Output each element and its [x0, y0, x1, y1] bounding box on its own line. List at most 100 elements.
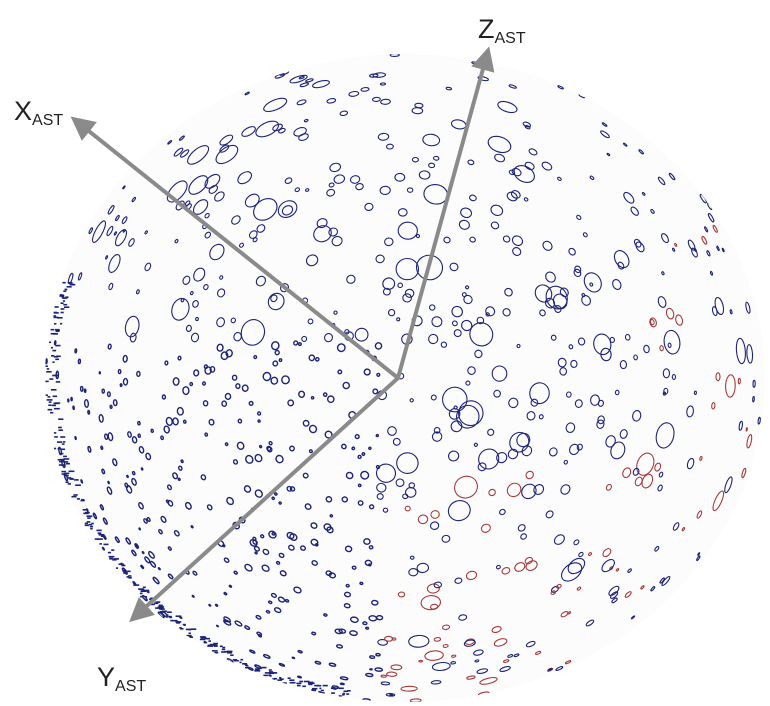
limb-crater: [140, 596, 143, 598]
limb-crater: [288, 677, 291, 679]
limb-crater: [186, 635, 192, 637]
limb-crater: [75, 484, 81, 486]
limb-crater: [179, 627, 181, 629]
limb-crater: [45, 381, 48, 383]
limb-crater: [299, 681, 303, 683]
limb-crater: [210, 644, 215, 646]
crater: [46, 359, 48, 364]
limb-crater: [48, 409, 53, 411]
limb-crater: [85, 523, 88, 525]
limb-crater: [331, 687, 337, 689]
limb-crater: [48, 404, 51, 406]
axis-subscript: AST: [115, 678, 146, 695]
axis-letter: X: [14, 96, 32, 126]
limb-crater: [169, 617, 172, 619]
limb-crater: [262, 667, 267, 669]
limb-crater: [160, 605, 163, 607]
limb-crater: [55, 329, 60, 331]
limb-crater: [50, 412, 53, 414]
limb-crater: [52, 405, 56, 407]
crater: [54, 341, 56, 345]
limb-crater: [58, 429, 63, 431]
crater: [746, 428, 748, 432]
limb-crater: [113, 558, 119, 560]
limb-crater: [119, 563, 124, 565]
crater: [370, 669, 372, 670]
limb-crater: [227, 652, 232, 654]
limb-crater: [272, 678, 275, 680]
limb-crater: [311, 690, 316, 692]
limb-crater: [61, 302, 64, 304]
limb-crater: [189, 629, 191, 631]
limb-crater: [49, 378, 53, 380]
limb-crater: [66, 481, 69, 483]
limb-crater: [143, 587, 146, 589]
limb-crater: [220, 646, 223, 648]
limb-crater: [109, 558, 112, 560]
limb-crater: [344, 691, 349, 693]
limb-crater: [53, 333, 58, 335]
limb-crater: [97, 538, 103, 540]
limb-crater: [81, 500, 85, 502]
axis-letter: Y: [97, 662, 115, 692]
limb-crater: [224, 651, 227, 653]
limb-crater: [68, 477, 71, 479]
limb-crater: [68, 282, 73, 284]
crater: [86, 509, 88, 512]
limb-crater: [296, 683, 301, 685]
limb-crater: [189, 633, 192, 635]
asteroid-figure: ZAST XAST YAST: [0, 0, 770, 706]
limb-crater: [60, 294, 63, 296]
limb-crater: [49, 342, 51, 344]
crater: [108, 481, 110, 484]
limb-crater: [61, 312, 64, 314]
limb-crater: [123, 572, 127, 574]
limb-crater: [331, 692, 335, 694]
crater: [139, 528, 141, 530]
limb-crater: [176, 622, 180, 624]
limb-crater: [275, 672, 277, 674]
limb-crater: [314, 685, 319, 687]
limb-crater: [68, 483, 71, 485]
crater: [215, 604, 218, 606]
limb-crater: [61, 308, 65, 310]
limb-crater: [321, 692, 325, 694]
limb-crater: [69, 471, 75, 473]
limb-crater: [346, 693, 349, 695]
limb-crater: [159, 608, 165, 610]
limb-crater: [222, 647, 225, 649]
limb-crater: [277, 679, 282, 681]
limb-crater: [263, 675, 268, 677]
limb-crater: [46, 394, 48, 396]
crater: [141, 468, 143, 470]
limb-crater: [65, 296, 68, 298]
limb-crater: [66, 463, 70, 465]
limb-crater: [96, 530, 101, 532]
limb-crater: [87, 521, 91, 523]
crater: [209, 604, 211, 606]
crater: [292, 657, 295, 659]
limb-crater: [159, 606, 164, 608]
limb-crater: [321, 690, 324, 692]
limb-crater: [58, 418, 63, 420]
limb-crater: [54, 317, 59, 319]
limb-crater: [227, 651, 233, 653]
limb-crater: [63, 304, 67, 306]
limb-crater: [312, 688, 317, 690]
limb-crater: [73, 494, 77, 496]
limb-crater: [166, 614, 168, 616]
limb-crater: [55, 375, 59, 377]
limb-crater: [184, 624, 186, 626]
limb-crater: [98, 532, 102, 534]
limb-crater: [342, 693, 345, 695]
limb-crater: [58, 448, 61, 450]
crater: [216, 625, 218, 627]
limb-crater: [54, 432, 56, 434]
limb-crater: [200, 639, 205, 641]
crater: [340, 683, 344, 685]
limb-crater: [128, 577, 131, 579]
limb-crater: [63, 290, 66, 292]
limb-crater: [54, 448, 56, 450]
limb-crater: [269, 673, 274, 675]
limb-crater: [74, 479, 79, 481]
